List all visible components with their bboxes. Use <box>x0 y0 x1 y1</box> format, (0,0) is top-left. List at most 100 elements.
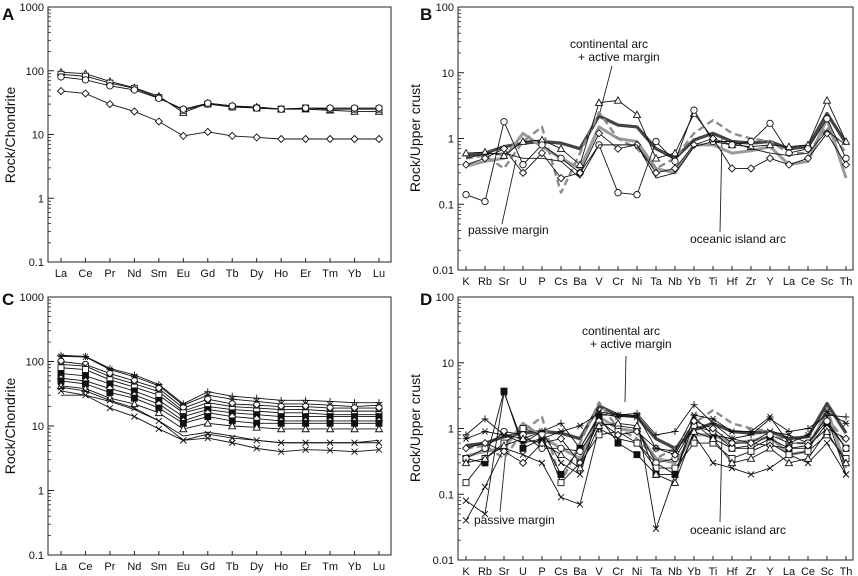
panel-b-series-diamond-pt-marker <box>613 144 623 153</box>
panel-b-xtick-label: Cr <box>612 276 624 288</box>
panel-d-series-s2-pt-marker <box>633 451 641 459</box>
panel-b-series-circle-pt-marker <box>519 161 527 169</box>
panel-d-series-s8-pt-marker <box>462 435 470 442</box>
panel-b-annot-continental-2: + active margin <box>578 50 660 64</box>
panel-c-ytick-label: 100 <box>26 357 44 369</box>
panel-d-series-s9-pt-marker <box>746 454 756 462</box>
panel-b-series-triangle-pt-marker <box>518 137 528 145</box>
panel-d-series-s3-pt-marker <box>538 459 546 467</box>
panel-a-plot: 0.1 1 10 100 1000 La Ce Pr Nd Sm Eu Gd Tb Dy Ho Er Tm Yb L… <box>20 2 386 280</box>
panel-c-series-s5-pt-marker <box>57 364 65 372</box>
panel-a-series-circle-pt-marker <box>179 105 187 113</box>
panel-d-series-s6-pt-marker <box>690 439 698 447</box>
panel-d-series-s6-pt-marker <box>462 479 470 487</box>
panel-c-series-s3-line <box>60 361 379 409</box>
panel-d-series-s9-pt-marker <box>480 454 490 462</box>
panel-c-xtick-label: Yb <box>348 561 361 573</box>
panel-c-series-s1-pt-marker <box>253 394 261 402</box>
panel-d-xtick-label: V <box>595 566 603 576</box>
panel-c-series-s11 <box>61 394 380 444</box>
panel-a-series-circle-pt-marker <box>81 76 90 84</box>
panel-d-series-s6-pt-marker <box>519 425 527 432</box>
panel-c-series-s9-pt-marker <box>276 424 286 433</box>
panel-d-series-s4-pt-marker <box>785 428 793 436</box>
panel-a-series-diamond-pt-marker <box>105 99 115 109</box>
panel-d-xtick-label: Zr <box>746 566 757 576</box>
panel-d-series-s9-pt-marker <box>651 470 661 478</box>
panel-d-series-s5-pt-marker <box>576 447 584 455</box>
panel-b-xtick-label: Ni <box>632 276 642 288</box>
panel-d-series-s3-pt-marker <box>842 471 850 478</box>
panel-b-xtick-label: Sr <box>499 276 510 288</box>
panel-c-frame <box>47 296 392 556</box>
panel-c-series-s9-pt-marker <box>325 424 335 433</box>
panel-d-annot-continental-2: + active margin <box>590 337 672 351</box>
panel-d-series-s9-pt-marker <box>689 427 699 435</box>
panel-d-ytick-label: 0.01 <box>433 555 454 567</box>
panel-b-series-triangle-pt-marker <box>822 95 832 104</box>
panel-d-xtick-label: Y <box>766 566 774 576</box>
panel-c-xtick-label: Eu <box>177 561 190 573</box>
panel-a-series-square-line <box>60 73 379 111</box>
panel-b-series-triangle-pt-marker <box>765 140 775 149</box>
panel-d-series-s6-pt-marker <box>633 439 641 447</box>
panel-c-ylabel: Rock/Chondrite <box>2 378 18 475</box>
panel-d-series-s9-pt-marker <box>803 454 813 462</box>
panel-a-series-circle-pt-marker <box>57 73 65 81</box>
panel-a-ytick-label: 0.1 <box>29 257 44 269</box>
panel-b-xtick-label: K <box>462 276 470 288</box>
panel-c-ytick-label: 1000 <box>20 292 44 304</box>
panel-c-ytick-label: 0.1 <box>29 550 44 562</box>
panel-c-series-s8-pt-marker <box>204 413 212 421</box>
panel-d-series-s6-pt-marker <box>747 447 755 455</box>
panel-a-series-diamond-pt-marker <box>374 134 384 144</box>
panel-d-series-s9-pt-marker <box>784 458 794 467</box>
panel-a-series-circle <box>57 73 383 113</box>
panel-d-series-s7-pt-marker <box>480 438 490 448</box>
panel-d-xtick-label: Cr <box>612 566 624 576</box>
panel-a-series-circle-pt-marker <box>228 102 236 110</box>
panel-b-ytick-label: 1 <box>448 134 454 146</box>
panel-b-series-oceanic-island-arc <box>465 111 847 194</box>
panel-d-series-s3-pt-marker <box>576 501 584 508</box>
panel-b-annot-passive: passive margin <box>468 223 549 237</box>
panel-b-series-triangle-pt-marker <box>841 137 851 145</box>
panel-d-series-s4-pt-marker <box>747 431 755 439</box>
panel-c-ytick-label: 1 <box>38 486 44 498</box>
panel-b-series-circle <box>462 106 850 206</box>
panel-d-series-s8-pt-marker <box>823 408 831 416</box>
panel-c-xtick-label: Er <box>300 561 311 573</box>
panel-a-series-diamond-pt-marker <box>252 133 261 142</box>
panel-c-series-s11-line <box>61 394 380 444</box>
panel-c-series-s2-pt-marker <box>81 353 89 361</box>
panel-a-xtick-label: Ho <box>274 268 288 280</box>
panel-d-xtick-label: P <box>538 566 545 576</box>
panel-d-xtick-label: Nb <box>668 566 682 576</box>
panel-b-series-diamond-pt-marker <box>461 160 471 169</box>
panel-d-series-s9-pt-marker <box>841 458 851 467</box>
panel-b-series-diamond-pt-marker <box>556 173 566 183</box>
panel-b-series-diamond-pt-marker <box>480 154 490 163</box>
panel-a-series-circle-pt-marker <box>106 82 114 90</box>
panel-a-xtick-label: Ce <box>78 268 92 280</box>
panel-c-xtick-label: Ho <box>274 561 288 573</box>
panel-c-series-s1-pt-marker <box>204 388 212 396</box>
panel-d-series-s7-pt-marker <box>708 424 718 433</box>
panel-b-series-diamond-pt-marker <box>727 164 737 173</box>
panel-d-series-s4-pt-marker <box>804 425 812 432</box>
panel-a-series-diamond <box>56 86 384 144</box>
panel-d-annot-continental-leader <box>624 355 627 403</box>
panel-c-series-s9-pt-marker <box>252 423 261 431</box>
panel-c-series-s3-pt-marker <box>57 357 65 366</box>
panel-d-xtick-label: Ta <box>650 566 663 576</box>
panel-c-series-s9 <box>56 381 384 433</box>
panel-d-xtick-label: Cs <box>554 566 568 576</box>
panel-d-series-s4-pt-marker <box>557 419 565 427</box>
panel-d-series-s1-pt-marker <box>462 497 470 504</box>
panel-c-xtick-label: Lu <box>373 561 385 573</box>
panel-b-xtick-label: Hf <box>727 276 739 288</box>
panel-b-series-diamond-pt-marker <box>784 160 794 169</box>
panel-d-series-s6-pt-marker <box>557 479 565 487</box>
panel-d-series-s1-pt-marker <box>652 525 660 532</box>
panel-d-series-s1-pt-marker <box>557 459 565 467</box>
